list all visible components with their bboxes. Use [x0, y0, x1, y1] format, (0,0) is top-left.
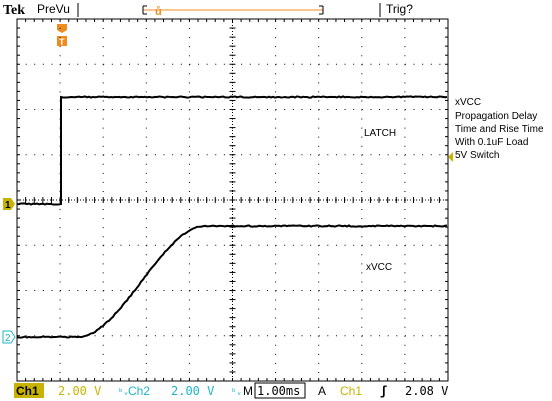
- svg-text:1: 1: [5, 200, 11, 211]
- svg-text:With 0.1uF Load: With 0.1uF Load: [455, 137, 528, 148]
- ch2-ground-marker: 2: [3, 331, 15, 344]
- brand-logo: Tek: [3, 3, 25, 18]
- svg-text:5V Switch: 5V Switch: [455, 150, 499, 161]
- svg-text:2: 2: [5, 333, 11, 344]
- trigger-level: 2.08 V: [405, 384, 448, 398]
- timebase-value: 1.00ms: [257, 384, 300, 398]
- svg-text:Time and Rise Time: Time and Rise Time: [455, 124, 544, 135]
- trigger-mode: A: [318, 384, 326, 398]
- acquisition-mode: PreVu: [37, 2, 70, 16]
- bw-icon: ᵇᵥ: [231, 388, 242, 398]
- svg-text:ů: ů: [155, 6, 162, 18]
- ch2-scale: 2.00 V: [171, 384, 214, 398]
- trigger-state: Trig?: [386, 2, 413, 16]
- annotation-block: xVCC Propagation Delay Time and Rise Tim…: [455, 97, 544, 161]
- svg-text:Propagation Delay: Propagation Delay: [455, 111, 537, 122]
- trace2-label: xVCC: [366, 262, 392, 273]
- ch1-ground-marker: 1: [3, 198, 15, 211]
- graticule: [17, 19, 448, 381]
- rising-edge-icon: ʃ: [380, 384, 387, 398]
- trigger-position-icon: T: [57, 24, 67, 47]
- trigger-source: Ch1: [340, 384, 362, 398]
- record-view-bar: ů: [143, 6, 323, 18]
- trigger-level-marker: [448, 152, 453, 162]
- ch1-name: Ch1: [16, 384, 39, 398]
- trace1-label: LATCH: [364, 128, 396, 139]
- svg-text:T: T: [59, 37, 65, 47]
- ch2-name: Ch2: [128, 384, 150, 398]
- status-bar: Ch1 2.00 V ᵇᵥ Ch2 2.00 V ᵇᵥ M 1.00ms A C…: [14, 383, 448, 398]
- ch1-scale: 2.00 V: [58, 384, 101, 398]
- timebase-prefix: M: [243, 384, 253, 398]
- svg-text:xVCC: xVCC: [455, 97, 481, 108]
